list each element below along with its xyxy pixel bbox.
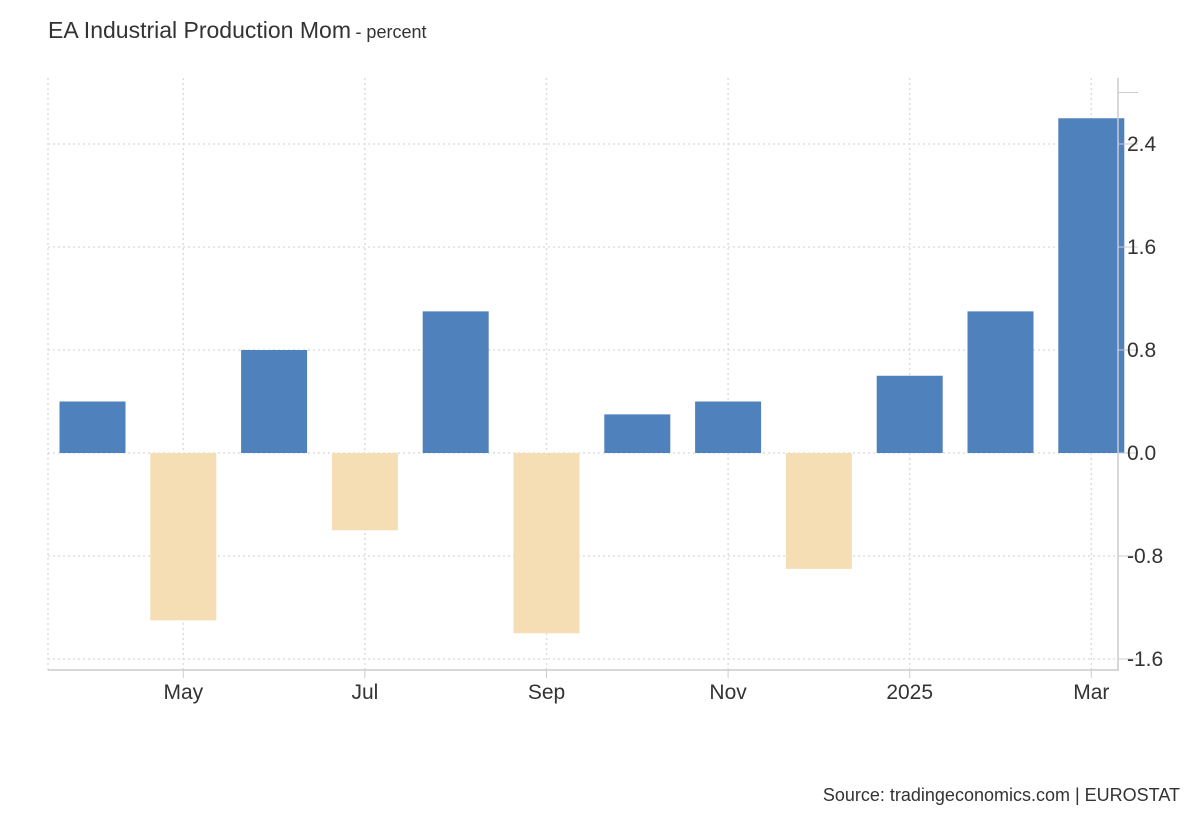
x-tick-label: 2025: [886, 681, 933, 704]
chart-subtitle-text: - percent: [355, 22, 427, 42]
bar-jun-2024: [241, 350, 308, 453]
x-tick-label: Sep: [528, 681, 565, 704]
y-tick-label: 0.8: [1127, 339, 1156, 362]
bar-jul-2024: [331, 453, 398, 531]
bar-nov-2024: [695, 401, 762, 453]
bar-aug-2024: [422, 311, 489, 453]
y-tick-label: 2.4: [1127, 133, 1157, 156]
bar-apr-2024: [59, 401, 126, 453]
chart-title: EA Industrial Production Mom - percent: [48, 17, 426, 44]
bar-jan-2025: [876, 375, 943, 453]
y-tick-label: 0.0: [1127, 442, 1156, 465]
source-note: Source: tradingeconomics.com | EUROSTAT: [822, 785, 1180, 805]
y-tick-label: -1.6: [1127, 648, 1163, 671]
bar-sep-2024: [513, 453, 580, 634]
grid-layer: [47, 78, 1118, 670]
bar-mar-2025: [1058, 118, 1125, 453]
y-tick-label: 1.6: [1127, 236, 1156, 259]
label-layer: 2.4 1.6 0.8 0.0 -0.8 -1.6 May Jul Sep Nov 2025 Mar: [163, 133, 1163, 704]
y-tick-label: -0.8: [1127, 545, 1163, 568]
chart-title-text: EA Industrial Production Mom: [48, 17, 351, 43]
bar-layer: [59, 118, 1125, 634]
x-tick-label: Nov: [709, 681, 747, 704]
bar-oct-2024: [604, 414, 671, 453]
x-tick-label: Jul: [351, 681, 378, 704]
axis-layer: [48, 78, 1138, 678]
bar-feb-2025: [967, 311, 1034, 453]
x-tick-label: May: [163, 681, 203, 704]
x-tick-label: Mar: [1073, 681, 1109, 704]
bar-may-2024: [150, 453, 217, 621]
bar-dec-2024: [785, 453, 852, 569]
